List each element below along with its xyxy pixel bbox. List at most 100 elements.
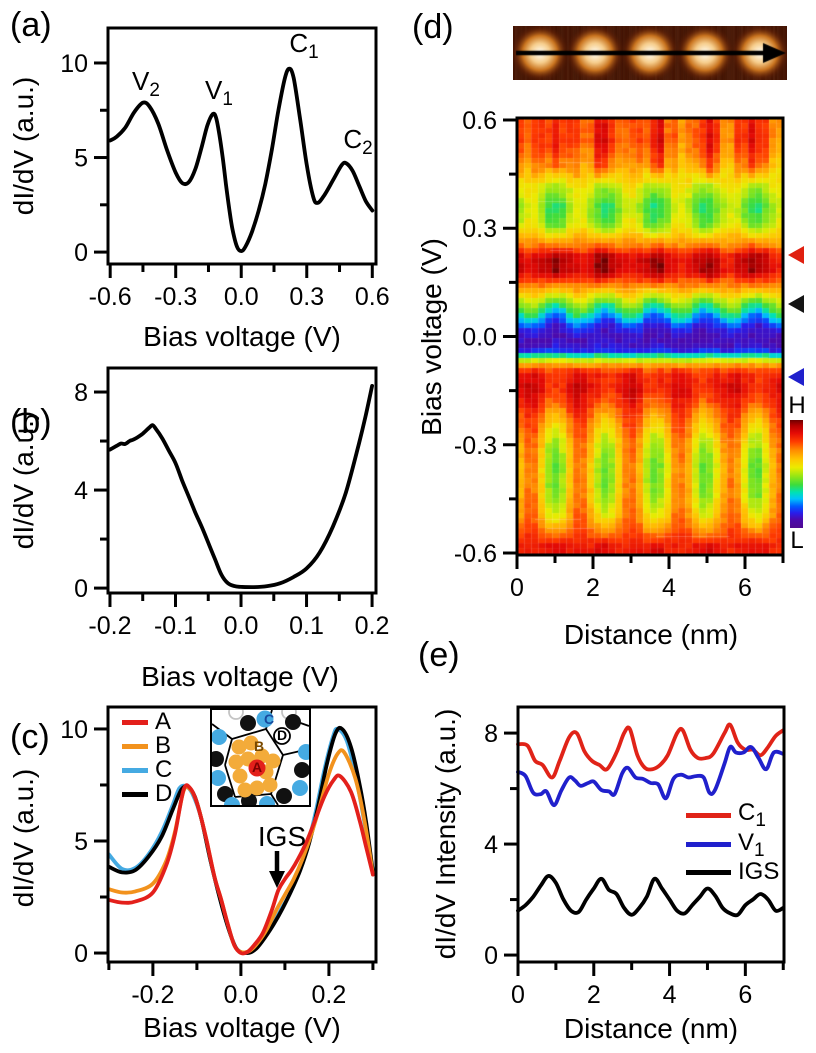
site-label-A: A <box>252 759 262 775</box>
peak-label-v2: V2 <box>132 65 160 102</box>
tick-label: 0 <box>511 981 525 1009</box>
chart-e: 0 2 4 6 0 4 8 <box>484 705 786 1009</box>
stm-topography-image <box>513 26 787 80</box>
igs-label: IGS <box>257 821 307 852</box>
tick-label: 0.3 <box>462 215 497 243</box>
tick-label: 0.0 <box>224 283 259 311</box>
chart-d: 0 2 4 6 0.6 0.3 0.0 -0.3 -0.6 <box>454 107 785 602</box>
tick-label: 0.6 <box>462 107 497 135</box>
tick-label: 10 <box>60 716 88 744</box>
legend-swatch <box>122 719 148 725</box>
tick-label: 4 <box>662 574 676 602</box>
site-label-C: C <box>264 711 274 727</box>
atom <box>228 754 244 770</box>
tick-label: 0.0 <box>462 324 497 352</box>
atom <box>248 759 266 777</box>
tick-label: 0.0 <box>224 612 259 640</box>
atom <box>212 751 224 767</box>
igs-arrow-head <box>269 871 285 888</box>
peak-label-c1: C1 <box>289 27 319 64</box>
tick-label: -0.1 <box>154 612 197 640</box>
tick-label: 0 <box>74 575 88 603</box>
tick-label: 4 <box>74 477 88 505</box>
axis-title-a-y: dI/dV (a.u.) <box>8 76 39 216</box>
legend-item-D: D <box>122 782 172 806</box>
legend-swatch <box>122 791 148 797</box>
legend-swatch <box>686 812 731 818</box>
tick-label: -0.6 <box>454 540 497 568</box>
legend-swatch <box>122 767 148 773</box>
legend-item-B: B <box>122 734 171 758</box>
axis-title-e-y: dI/dV Intensity (a.u.) <box>430 708 461 960</box>
tick-label: 2 <box>587 981 601 1009</box>
bond-line <box>224 764 236 798</box>
bond-line <box>231 728 267 740</box>
panel-label-d: (d) <box>412 8 454 46</box>
legend-label: B <box>155 732 172 759</box>
tick-label: 0 <box>484 942 498 970</box>
legend-item-IGS: IGS <box>686 860 779 884</box>
atom <box>292 780 308 796</box>
atom <box>262 777 278 793</box>
atom <box>240 715 256 731</box>
tick-label: 6 <box>738 981 752 1009</box>
legend-label: IGS <box>738 858 780 885</box>
plot-frame <box>106 705 378 964</box>
legend-swatch <box>122 743 148 749</box>
heatmap-marker-c1-triangle <box>788 246 804 264</box>
tick-label: 4 <box>484 831 498 859</box>
tick-label: 4 <box>663 981 677 1009</box>
tick-label: -0.6 <box>89 283 132 311</box>
tick-label: 0.3 <box>289 283 324 311</box>
plot-frame <box>515 116 785 557</box>
site-label-B: B <box>254 738 264 754</box>
series-site-D <box>107 725 375 955</box>
tick-label: -0.2 <box>88 612 131 640</box>
plot-frame <box>106 26 378 266</box>
axis-title-a-x: Bias voltage (V) <box>143 321 341 352</box>
atom <box>228 710 244 720</box>
tick-label: 0.2 <box>312 981 347 1009</box>
atom <box>212 729 227 745</box>
legend-label: C <box>155 756 173 783</box>
tick-label: 0 <box>74 940 88 968</box>
tick-label: 2 <box>586 574 600 602</box>
legend-item-C1: C1 <box>686 801 766 830</box>
atom <box>231 739 247 755</box>
bond-line <box>270 793 279 805</box>
axis-title-c-x: Bias voltage (V) <box>143 1012 341 1043</box>
legend-swatch <box>686 842 731 848</box>
series-dIdV-lowbias <box>108 384 374 590</box>
plot-frame <box>106 366 378 595</box>
colorbar <box>790 420 803 528</box>
tick-label: 0 <box>74 239 88 267</box>
series-profile-C1 <box>516 722 786 780</box>
axis-title-b-y: dI/dV (a.u.) <box>8 410 39 550</box>
tick-label: 0.2 <box>355 612 390 640</box>
bias-distance-heatmap <box>517 118 783 555</box>
bond-line <box>265 728 284 756</box>
atom <box>276 788 292 804</box>
atom <box>294 762 309 778</box>
plot-frame <box>516 705 786 964</box>
tick-label: 0 <box>510 574 524 602</box>
axis-title-c-y: dI/dV (a.u.) <box>8 768 39 908</box>
atom <box>256 710 274 728</box>
atom <box>249 780 265 796</box>
chart-b: -0.2 -0.1 0.0 0.1 0.2 0 4 8 <box>74 366 390 640</box>
atom <box>237 782 253 798</box>
legend-label: A <box>155 708 172 735</box>
atom <box>232 768 248 784</box>
site-label-D: D <box>277 727 287 743</box>
panel-label-b: (b) <box>10 403 52 441</box>
peak-label-c2: C2 <box>343 123 373 160</box>
legend-item-V1: V1 <box>686 830 765 859</box>
tick-label: 8 <box>484 720 498 748</box>
atom <box>285 714 301 730</box>
tick-label: 0.6 <box>355 283 390 311</box>
bond-line <box>224 738 233 766</box>
heatmap-marker-igs-triangle <box>788 295 804 313</box>
